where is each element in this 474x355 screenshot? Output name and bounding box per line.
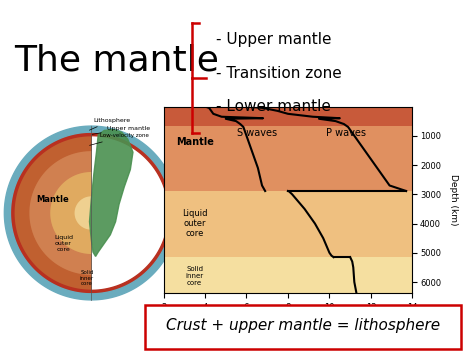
- Text: Crust + upper mantle = lithosphere: Crust + upper mantle = lithosphere: [166, 318, 440, 333]
- Text: Upper mantle: Upper mantle: [92, 126, 150, 134]
- X-axis label: Velocity (km/sec): Velocity (km/sec): [249, 317, 327, 326]
- Bar: [164, 191, 412, 257]
- Polygon shape: [91, 132, 172, 294]
- Y-axis label: Depth (km): Depth (km): [449, 174, 458, 225]
- Polygon shape: [14, 136, 91, 290]
- Bar: [164, 106, 412, 126]
- Text: Mantle: Mantle: [36, 196, 69, 204]
- Text: - Upper mantle: - Upper mantle: [216, 32, 331, 47]
- Text: S waves: S waves: [237, 128, 277, 138]
- FancyBboxPatch shape: [146, 305, 461, 349]
- Polygon shape: [50, 171, 91, 255]
- Text: - Lower mantle: - Lower mantle: [216, 99, 330, 114]
- Text: The mantle: The mantle: [14, 43, 219, 77]
- Text: Mantle: Mantle: [176, 137, 214, 147]
- Text: Liquid
outer
core: Liquid outer core: [182, 209, 208, 239]
- Polygon shape: [10, 132, 91, 294]
- Text: - Transition zone: - Transition zone: [216, 66, 341, 81]
- Text: Low-velocity zone: Low-velocity zone: [90, 133, 149, 145]
- Polygon shape: [90, 130, 133, 256]
- Polygon shape: [29, 151, 91, 275]
- Bar: [164, 126, 412, 191]
- Polygon shape: [4, 126, 91, 300]
- Text: Liquid
outer
core: Liquid outer core: [54, 235, 73, 252]
- Text: Solid
inner
core: Solid inner core: [186, 266, 204, 286]
- Polygon shape: [74, 196, 91, 230]
- Text: Lithosphere: Lithosphere: [90, 118, 130, 130]
- Text: Solid
inner
core: Solid inner core: [80, 270, 94, 286]
- Polygon shape: [91, 126, 178, 300]
- Bar: [164, 257, 412, 293]
- Text: P waves: P waves: [326, 128, 366, 138]
